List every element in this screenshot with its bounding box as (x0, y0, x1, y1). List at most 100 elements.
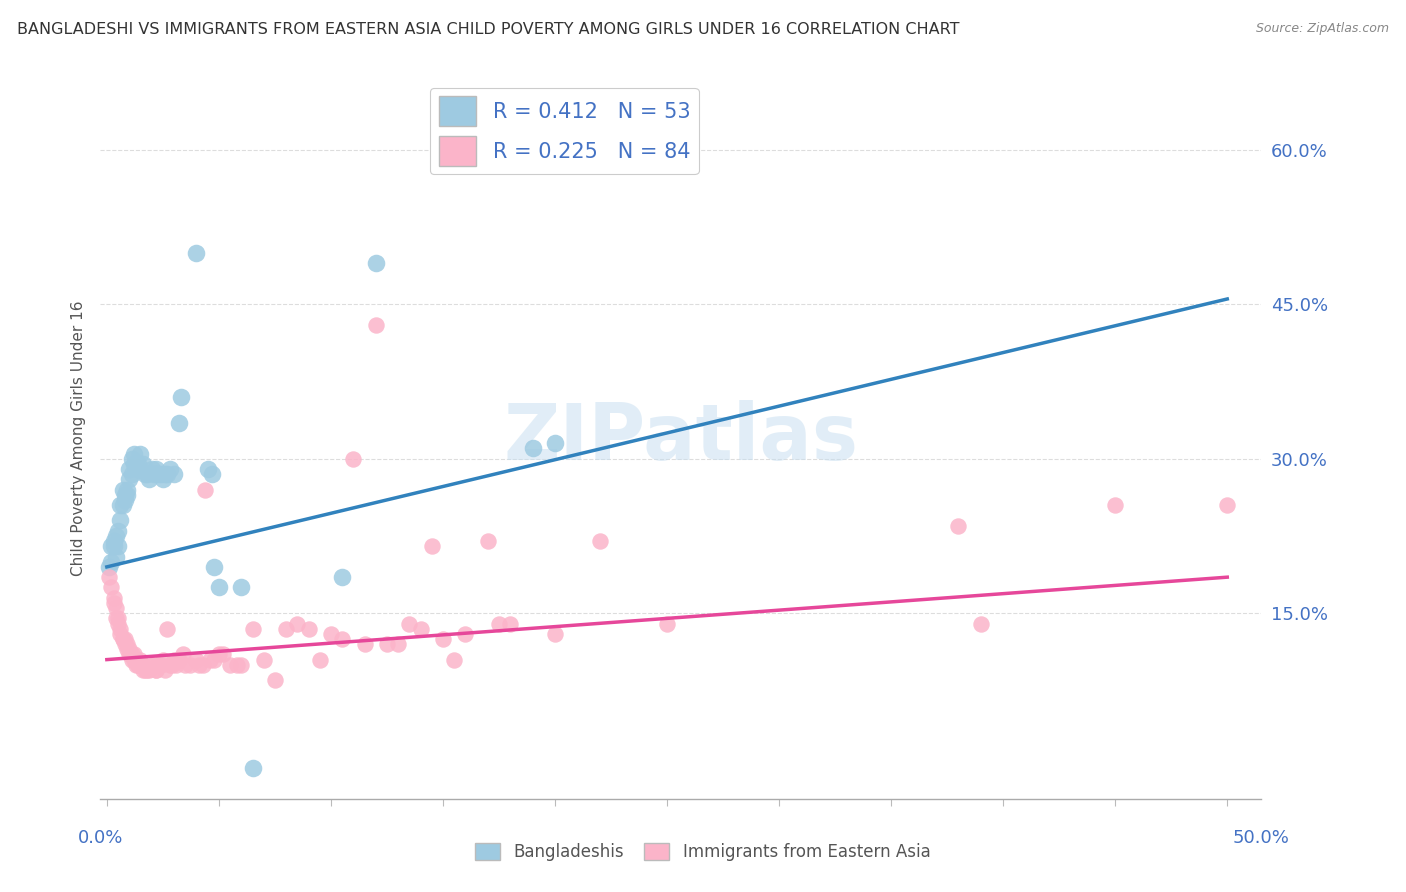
Point (145, 663, 167, 677)
Point (125, 657, 148, 672)
Point (387, 637, 409, 651)
Point (589, 534, 612, 549)
Text: 0.0%: 0.0% (77, 829, 122, 847)
Point (212, 648, 235, 662)
Point (342, 451, 364, 466)
Point (145, 462, 167, 476)
Text: BANGLADESHI VS IMMIGRANTS FROM EASTERN ASIA CHILD POVERTY AMONG GIRLS UNDER 16 C: BANGLADESHI VS IMMIGRANTS FROM EASTERN A… (17, 22, 959, 37)
Point (443, 652, 465, 666)
Point (138, 663, 160, 677)
Point (167, 416, 190, 430)
Point (655, 616, 678, 631)
Point (194, 483, 217, 497)
Point (118, 472, 141, 486)
Point (100, 581, 122, 595)
Point (100, 555, 122, 569)
Point (125, 652, 148, 666)
Legend: R = 0.412   N = 53, R = 0.225   N = 84: R = 0.412 N = 53, R = 0.225 N = 84 (430, 87, 699, 174)
Point (1104, 498, 1126, 512)
Text: 50.0%: 50.0% (1233, 829, 1289, 847)
Point (167, 652, 190, 666)
Point (152, 652, 174, 666)
Point (142, 657, 165, 672)
Point (127, 457, 149, 471)
Point (970, 616, 993, 631)
Point (111, 498, 134, 512)
Point (156, 622, 179, 636)
Point (153, 663, 176, 677)
Point (122, 446, 145, 460)
Point (219, 657, 242, 672)
Point (420, 539, 443, 553)
Point (159, 657, 181, 672)
Point (544, 436, 567, 450)
Point (122, 457, 145, 471)
Point (134, 467, 156, 482)
Point (163, 652, 186, 666)
Point (127, 657, 149, 672)
Point (115, 637, 138, 651)
Point (115, 488, 138, 502)
Point (114, 488, 136, 502)
Point (98, 570, 121, 584)
Point (297, 622, 319, 636)
Point (477, 534, 499, 549)
Point (454, 627, 477, 641)
Point (179, 657, 201, 672)
Point (202, 559, 225, 574)
Point (111, 632, 134, 646)
Point (121, 451, 143, 466)
Point (107, 524, 129, 538)
Point (125, 457, 148, 471)
Point (432, 632, 454, 646)
Point (165, 657, 187, 672)
Point (364, 256, 387, 270)
Point (148, 467, 170, 482)
Point (104, 601, 127, 615)
Point (308, 652, 330, 666)
Point (172, 648, 194, 662)
Point (375, 637, 398, 651)
Point (364, 318, 387, 332)
Point (197, 462, 219, 476)
Point (110, 498, 132, 512)
Point (103, 539, 125, 553)
Point (319, 627, 342, 641)
Point (330, 570, 353, 584)
Point (142, 467, 165, 482)
Point (111, 483, 134, 497)
Point (242, 622, 264, 636)
Point (160, 657, 183, 672)
Point (193, 657, 215, 672)
Point (129, 652, 152, 666)
Point (141, 462, 163, 476)
Point (110, 627, 132, 641)
Point (148, 657, 170, 672)
Point (110, 622, 132, 636)
Point (115, 642, 138, 657)
Point (114, 632, 136, 646)
Point (231, 657, 253, 672)
Point (231, 581, 253, 595)
Point (202, 652, 225, 666)
Y-axis label: Child Poverty Among Girls Under 16: Child Poverty Among Girls Under 16 (72, 301, 86, 576)
Point (115, 483, 138, 497)
Point (153, 467, 176, 482)
Point (134, 663, 156, 677)
Point (107, 611, 129, 625)
Point (242, 761, 264, 775)
Point (253, 652, 276, 666)
Text: Source: ZipAtlas.com: Source: ZipAtlas.com (1256, 22, 1389, 36)
Point (118, 648, 141, 662)
Point (103, 591, 125, 605)
Point (98, 559, 121, 574)
Point (118, 462, 141, 476)
Point (114, 637, 136, 651)
Point (104, 611, 127, 625)
Point (100, 539, 122, 553)
Point (136, 663, 159, 677)
Point (121, 652, 143, 666)
Legend: Bangladeshis, Immigrants from Eastern Asia: Bangladeshis, Immigrants from Eastern As… (468, 836, 938, 868)
Point (145, 663, 167, 677)
Point (948, 518, 970, 533)
